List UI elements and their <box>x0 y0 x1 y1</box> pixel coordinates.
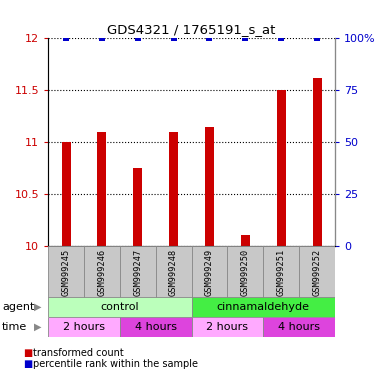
Point <box>314 35 320 41</box>
Text: 4 hours: 4 hours <box>135 322 177 332</box>
Bar <box>241 235 250 246</box>
Point <box>206 35 213 41</box>
Text: 4 hours: 4 hours <box>278 322 320 332</box>
Bar <box>48 297 192 317</box>
Bar <box>192 297 335 317</box>
Point <box>171 35 177 41</box>
Bar <box>277 90 286 246</box>
Text: ▶: ▶ <box>33 322 41 332</box>
Bar <box>192 246 228 298</box>
Bar <box>156 246 192 298</box>
Text: GSM999250: GSM999250 <box>241 249 250 296</box>
Bar <box>97 132 106 246</box>
Text: GSM999252: GSM999252 <box>313 249 321 296</box>
Text: GSM999248: GSM999248 <box>169 249 178 296</box>
Bar <box>84 246 120 298</box>
Text: 2 hours: 2 hours <box>206 322 248 332</box>
Bar <box>263 246 299 298</box>
Bar <box>263 317 335 337</box>
Bar <box>48 246 84 298</box>
Bar <box>299 246 335 298</box>
Bar <box>192 317 263 337</box>
Bar <box>62 142 70 246</box>
Point <box>242 35 248 41</box>
Text: GSM999246: GSM999246 <box>97 249 106 296</box>
Text: ▶: ▶ <box>33 302 41 312</box>
Text: GSM999249: GSM999249 <box>205 249 214 296</box>
Text: control: control <box>100 302 139 312</box>
Bar <box>48 317 120 337</box>
Text: GSM999251: GSM999251 <box>277 249 286 296</box>
Text: GSM999247: GSM999247 <box>133 249 142 296</box>
Title: GDS4321 / 1765191_s_at: GDS4321 / 1765191_s_at <box>107 23 276 36</box>
Text: agent: agent <box>2 302 34 312</box>
Point <box>278 35 284 41</box>
Point <box>99 35 105 41</box>
Text: 2 hours: 2 hours <box>63 322 105 332</box>
Text: ■: ■ <box>23 359 32 369</box>
Point <box>63 35 69 41</box>
Bar <box>120 246 156 298</box>
Text: ■: ■ <box>23 348 32 358</box>
Text: cinnamaldehyde: cinnamaldehyde <box>217 302 310 312</box>
Bar <box>313 78 321 246</box>
Text: transformed count: transformed count <box>33 348 124 358</box>
Text: time: time <box>2 322 27 332</box>
Bar <box>169 132 178 246</box>
Bar <box>133 168 142 246</box>
Bar <box>120 317 192 337</box>
Text: percentile rank within the sample: percentile rank within the sample <box>33 359 198 369</box>
Bar <box>228 246 263 298</box>
Bar <box>205 126 214 246</box>
Point <box>135 35 141 41</box>
Text: GSM999245: GSM999245 <box>62 249 70 296</box>
